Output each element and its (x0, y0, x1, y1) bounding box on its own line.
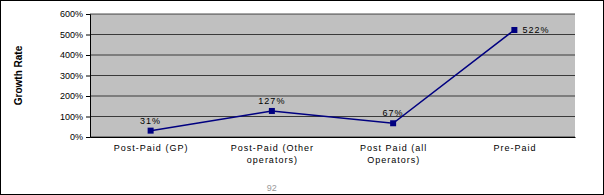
y-tick-mark (86, 96, 90, 97)
data-label: 127% (258, 96, 285, 106)
x-tick-label: Post-Paid (GP) (114, 143, 189, 153)
x-tick-label: Post Paid (all Operators) (360, 143, 427, 164)
y-tick-mark (86, 137, 90, 138)
y-tick-mark (86, 117, 90, 118)
y-tick: 0% (70, 132, 90, 142)
marker (511, 27, 517, 33)
plot-background (90, 14, 575, 137)
y-tick-label: 200% (60, 91, 83, 101)
annotation: 92 (267, 183, 277, 193)
grid (90, 14, 575, 137)
marker (148, 128, 154, 134)
y-tick-label: 600% (60, 9, 83, 19)
y-axis: 0% 100% 200% 300% 400% 500% 600% (60, 9, 91, 142)
y-tick-mark (86, 35, 90, 36)
y-tick: 300% (60, 71, 90, 81)
y-axis-title: Growth Rate (13, 45, 24, 105)
y-axis-line (86, 15, 91, 138)
x-tick: Post-Paid (Other operators) (231, 137, 314, 165)
x-tick: Pre-Paid (493, 137, 536, 153)
x-tick: Post-Paid (GP) (114, 137, 189, 153)
x-tick-label: Pre-Paid (493, 143, 536, 153)
grid-line (90, 96, 575, 97)
marker (269, 108, 275, 114)
y-tick: 100% (60, 112, 90, 122)
chart: 0% 100% 200% 300% 400% 500% 600% Post-Paid (GP)… (0, 0, 604, 195)
x-tick-label-line: Post-Paid (GP) (114, 143, 189, 153)
grid-line (90, 137, 575, 138)
chart-frame (1, 1, 604, 195)
series (148, 27, 518, 134)
plot: 0% 100% 200% 300% 400% 500% 600% Post-Paid (GP)… (60, 9, 576, 164)
y-tick: 200% (60, 91, 90, 101)
data-labels: 31% 127% 67% 522% (140, 25, 549, 126)
x-axis-line (91, 137, 576, 138)
x-tick-label-line: Pre-Paid (493, 143, 536, 153)
x-tick: Post Paid (all Operators) (360, 137, 427, 165)
marker (390, 120, 396, 126)
data-label: 522% (522, 25, 549, 35)
x-tick-label: Post-Paid (Other operators) (231, 143, 314, 164)
grid-line (90, 75, 575, 76)
y-tick-label: 400% (60, 50, 83, 60)
y-tick-label: 0% (70, 132, 83, 142)
line (151, 30, 515, 131)
data-label: 67% (383, 108, 404, 118)
y-tick-mark (86, 76, 90, 77)
y-tick-mark (86, 14, 90, 15)
y-tick-label: 500% (60, 30, 83, 40)
y-tick: 500% (60, 30, 90, 40)
x-tick-label-line: Post Paid (all (360, 143, 427, 153)
grid-line (90, 34, 575, 35)
grid-line (90, 55, 575, 56)
y-tick-label: 300% (60, 71, 83, 81)
y-tick-label: 100% (60, 112, 83, 122)
grid-line (90, 14, 575, 15)
x-tick-label-line: Operators) (367, 155, 420, 165)
x-tick-label-line: operators) (247, 155, 298, 165)
y-tick: 400% (60, 50, 90, 60)
x-axis: Post-Paid (GP) Post-Paid (Other operators)… (91, 137, 576, 165)
y-tick: 600% (60, 9, 90, 19)
y-tick-mark (86, 55, 90, 56)
x-tick-label-line: Post-Paid (Other (231, 143, 314, 153)
data-label: 31% (140, 116, 161, 126)
